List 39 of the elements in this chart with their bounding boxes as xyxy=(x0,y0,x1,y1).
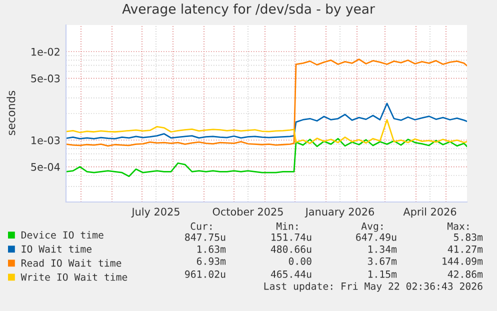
text: Avg: xyxy=(361,222,383,232)
text: 6.93m xyxy=(196,257,226,265)
x-tick-label: July 2025 xyxy=(131,208,180,218)
x-tick-label: October 2025 xyxy=(212,208,283,216)
text: 0.00 xyxy=(288,257,312,265)
legend-label: Read IO Wait time xyxy=(22,259,122,267)
text: 42.86m xyxy=(448,270,483,278)
text: 1.34m xyxy=(368,245,397,253)
text: 480.66u xyxy=(270,245,312,253)
text: 41.27m xyxy=(448,245,483,253)
y-tick-label: 1e-03 xyxy=(32,136,60,144)
text: 3.67m xyxy=(368,257,397,265)
text: Cur: xyxy=(190,222,212,230)
text: 151.74u xyxy=(272,234,312,241)
legend-label: Write IO Wait time xyxy=(20,273,128,281)
text: 144.09m xyxy=(442,257,483,265)
line-series xyxy=(66,102,467,140)
text: 465.44u xyxy=(270,270,312,278)
legend-label: Device IO time xyxy=(21,231,104,239)
line-series xyxy=(66,119,467,144)
text: Min: xyxy=(276,222,298,230)
legend-label: IO Wait time xyxy=(22,245,92,253)
text: 961.02u xyxy=(185,270,226,278)
text: Max: xyxy=(448,222,469,230)
y-axis-title: seconds xyxy=(6,90,16,136)
chart-title: Average latency for /dev/sda - by year xyxy=(122,4,375,16)
x-tick-label: January 2026 xyxy=(304,208,374,218)
text: 5.83m xyxy=(454,233,483,241)
line-series xyxy=(66,138,467,178)
text: 1.63m xyxy=(198,245,226,253)
text: 647.49u xyxy=(356,233,396,241)
text: 847.75u xyxy=(185,233,226,241)
line-series xyxy=(66,58,467,147)
y-tick-label: 5e-03 xyxy=(31,74,60,82)
y-tick-label: 5e-04 xyxy=(31,163,60,171)
text: 1.15m xyxy=(368,270,397,278)
y-tick-label: 1e-02 xyxy=(32,48,60,56)
text: Last update: Fri May 22 02:36:43 2026 xyxy=(264,282,482,292)
x-tick-label: April 2026 xyxy=(403,208,456,218)
